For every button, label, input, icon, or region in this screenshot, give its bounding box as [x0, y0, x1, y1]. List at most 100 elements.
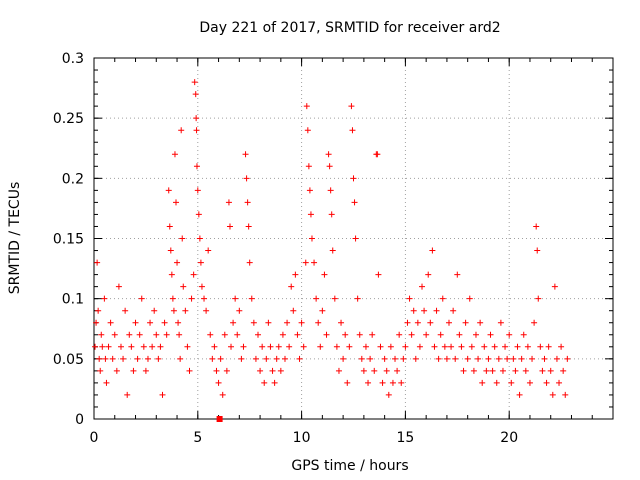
data-point: [443, 355, 450, 362]
data-point: [221, 331, 228, 338]
data-point: [296, 355, 303, 362]
data-point: [371, 367, 378, 374]
data-point: [441, 343, 448, 350]
data-point: [207, 331, 214, 338]
data-point: [193, 163, 200, 170]
data-point: [107, 319, 114, 326]
x-tick-label: 15: [396, 430, 414, 446]
data-point: [288, 283, 295, 290]
data-point: [236, 307, 243, 314]
data-point: [211, 343, 218, 350]
data-point: [534, 247, 541, 254]
y-axis-label: SRMTID / TECUs: [7, 182, 23, 295]
data-point: [385, 391, 392, 398]
data-point: [286, 343, 293, 350]
data-point: [124, 391, 131, 398]
data-point: [524, 343, 531, 350]
data-point: [543, 379, 550, 386]
data-point: [267, 343, 274, 350]
data-point: [161, 319, 168, 326]
data-point: [153, 331, 160, 338]
data-point: [458, 343, 465, 350]
data-point: [468, 343, 475, 350]
x-axis-label: GPS time / hours: [291, 458, 408, 474]
data-point: [327, 187, 334, 194]
data-point: [279, 331, 286, 338]
data-point: [504, 355, 511, 362]
data-point: [362, 343, 369, 350]
data-point: [325, 151, 332, 158]
data-point: [269, 367, 276, 374]
data-point: [429, 247, 436, 254]
data-point: [560, 367, 567, 374]
data-point: [271, 379, 278, 386]
data-point: [167, 247, 174, 254]
data-point: [213, 367, 220, 374]
data-point: [520, 331, 527, 338]
data-point: [97, 367, 104, 374]
data-point: [246, 259, 253, 266]
data-point: [412, 355, 419, 362]
data-point: [147, 319, 154, 326]
data-point: [105, 343, 112, 350]
data-point: [497, 319, 504, 326]
y-tick-label: 0: [75, 412, 84, 428]
data-point: [191, 79, 198, 86]
data-point: [315, 319, 322, 326]
data-point: [354, 295, 361, 302]
data-point: [464, 355, 471, 362]
data-point: [348, 103, 355, 110]
y-tick-label: 0.15: [53, 232, 84, 248]
data-point: [531, 319, 538, 326]
data-point: [209, 355, 216, 362]
data-point: [493, 379, 500, 386]
data-point: [510, 355, 517, 362]
data-point: [437, 331, 444, 338]
data-point: [109, 355, 116, 362]
data-point: [475, 355, 482, 362]
data-point: [396, 331, 403, 338]
data-point: [545, 343, 552, 350]
data-point: [173, 199, 180, 206]
data-point: [533, 223, 540, 230]
data-point: [454, 271, 461, 278]
data-point: [425, 271, 432, 278]
data-point: [177, 355, 184, 362]
x-tick-label: 20: [500, 430, 518, 446]
data-point-zero: [216, 416, 223, 422]
data-point: [223, 367, 230, 374]
data-point: [326, 163, 333, 170]
data-point: [522, 367, 529, 374]
data-point: [547, 367, 554, 374]
y-tick-label: 0.2: [62, 171, 84, 187]
data-point: [537, 343, 544, 350]
data-point: [99, 343, 106, 350]
data-point: [423, 331, 430, 338]
data-point: [93, 319, 100, 326]
data-point: [499, 367, 506, 374]
data-point: [186, 367, 193, 374]
data-point: [174, 259, 181, 266]
data-point: [196, 235, 203, 242]
data-point: [226, 223, 233, 230]
data-point: [514, 343, 521, 350]
data-point: [462, 319, 469, 326]
data-point: [553, 355, 560, 362]
data-point: [369, 331, 376, 338]
data-point: [205, 247, 212, 254]
data-point: [328, 211, 335, 218]
data-point: [151, 307, 158, 314]
data-points: [92, 79, 571, 422]
data-point: [195, 211, 202, 218]
data-point: [470, 367, 477, 374]
data-point: [502, 343, 509, 350]
data-point: [445, 319, 452, 326]
data-point: [201, 295, 208, 302]
data-point: [305, 163, 312, 170]
data-point: [193, 115, 200, 122]
data-point: [351, 199, 358, 206]
data-point: [365, 379, 372, 386]
data-point: [448, 343, 455, 350]
axis-ticks: [93, 57, 614, 420]
